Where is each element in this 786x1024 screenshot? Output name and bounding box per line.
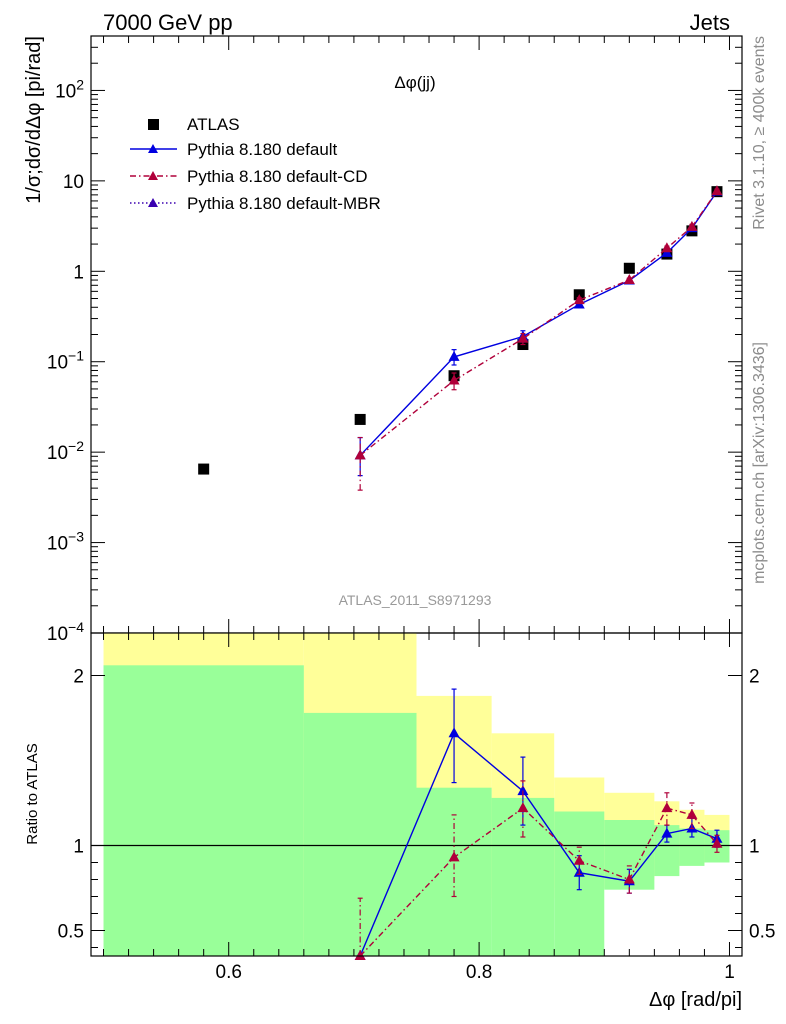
ratio-point-triangle xyxy=(354,950,366,960)
watermark: ATLAS_2011_S8971293 xyxy=(339,592,492,608)
y-tick-label-right: 2 xyxy=(749,667,760,688)
data-point-triangle xyxy=(711,185,723,196)
ratio-ticks: 0.6 0.8 1 0.5 0.5 1 1 2 2 xyxy=(58,633,775,983)
data-point-triangle xyxy=(354,449,366,460)
ratio-plot-panel: 0.6 0.8 1 0.5 0.5 1 1 2 2 Ratio to ATLAS Δφ [rad… xyxy=(24,632,775,1011)
series-line xyxy=(359,190,718,456)
legend-label: ATLAS xyxy=(187,115,240,134)
y-tick-label: 0.5 xyxy=(58,922,84,943)
ratio-point-triangle xyxy=(517,802,529,813)
y-tick-label-right: 1 xyxy=(749,837,760,858)
legend-entry-default: Pythia 8.180 default xyxy=(130,140,338,159)
atlas-data-point xyxy=(354,413,366,425)
data-point-triangle xyxy=(448,374,460,385)
legend: ATLAS Pythia 8.180 default Pythia 8.180 … xyxy=(130,115,381,213)
y-tick-label: 2 xyxy=(73,667,84,688)
header-right: Jets xyxy=(690,10,730,35)
y-tick-label: 1 xyxy=(73,262,84,283)
mcplots-label: mcplots.cern.ch [arXiv:1306.3436] xyxy=(751,342,768,584)
y-tick-label: 10−3 xyxy=(47,529,84,555)
legend-entry-atlas: ATLAS xyxy=(148,115,240,134)
data-point-triangle xyxy=(686,220,698,231)
ratio-point-triangle xyxy=(661,802,673,813)
ratio-plot-frame xyxy=(90,632,743,957)
data-point-triangle xyxy=(517,332,529,343)
legend-marker-square xyxy=(148,119,159,130)
data-point-triangle xyxy=(661,242,673,253)
y-tick-label: 102 xyxy=(55,76,84,102)
uncertainty-band-green xyxy=(416,787,492,956)
y-tick-label: 10−2 xyxy=(47,438,84,464)
data-point-triangle xyxy=(623,274,635,285)
y-axis-label-ratio: Ratio to ATLAS xyxy=(24,743,41,844)
x-tick-label: 0.6 xyxy=(216,962,242,983)
ratio-point-triangle xyxy=(573,854,585,865)
ratio-point-triangle xyxy=(623,873,635,884)
atlas-data-point xyxy=(198,463,210,475)
ratio-point-triangle xyxy=(686,808,698,819)
data-point-triangle xyxy=(448,350,460,361)
legend-entry-cd: Pythia 8.180 default-CD xyxy=(130,167,368,186)
y-axis-label-main: 1/σ;dσ/dΔφ [pi/rad] xyxy=(23,36,45,204)
x-tick-label: 1 xyxy=(724,962,735,983)
series-line xyxy=(359,191,718,456)
legend-label: Pythia 8.180 default-MBR xyxy=(187,194,381,213)
legend-entry-mbr: Pythia 8.180 default-MBR xyxy=(130,194,381,213)
legend-marker-triangle xyxy=(148,171,158,180)
ratio-series-line xyxy=(359,807,718,957)
y-tick-label: 10−4 xyxy=(47,619,84,645)
ratio-point-triangle xyxy=(448,727,460,738)
y-tick-label: 10 xyxy=(63,172,84,193)
x-axis-label: Δφ [rad/pi] xyxy=(649,989,742,1011)
legend-label: Pythia 8.180 default-CD xyxy=(187,167,368,186)
y-tick-label: 10−1 xyxy=(47,348,84,374)
legend-label: Pythia 8.180 default xyxy=(187,140,338,159)
ratio-point-triangle xyxy=(517,785,529,796)
atlas-data-point xyxy=(623,262,635,274)
x-tick-label: 0.8 xyxy=(466,962,492,983)
ratio-series-line xyxy=(359,732,718,957)
data-point-triangle xyxy=(573,294,585,305)
main-plot-title: Δφ(jj) xyxy=(394,73,435,92)
uncertainty-band-green xyxy=(103,665,304,956)
rivet-label: Rivet 3.1.10, ≥ 400k events xyxy=(751,36,768,230)
ratio-point-triangle xyxy=(661,827,673,838)
ratio-point-triangle xyxy=(448,851,460,862)
header-left: 7000 GeV pp xyxy=(103,10,233,35)
ratio-point-triangle xyxy=(711,837,723,848)
legend-marker-triangle xyxy=(148,144,158,153)
main-plot-panel: Δφ(jj) ATLAS_2011_S8971293 1/σ;dσ/dΔφ [p… xyxy=(23,35,743,645)
y-tick-label-right: 0.5 xyxy=(749,922,775,943)
legend-marker-triangle xyxy=(148,198,158,207)
y-tick-label: 1 xyxy=(73,837,84,858)
